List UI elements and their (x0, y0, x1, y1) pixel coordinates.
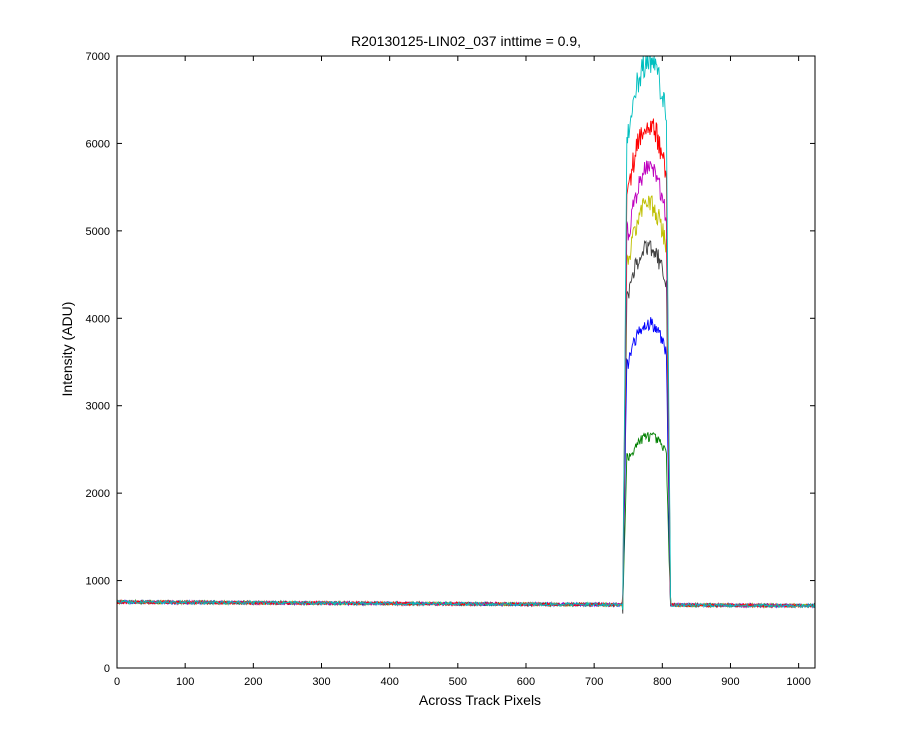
y-tick-label: 5000 (86, 226, 110, 238)
y-axis-title: Intensity (ADU) (59, 302, 75, 397)
x-tick-label: 400 (380, 676, 398, 688)
y-tick-label: 3000 (86, 401, 110, 413)
series-line (117, 56, 815, 610)
x-tick-label: 100 (176, 676, 194, 688)
x-tick-label: 500 (449, 676, 467, 688)
plot-frame (116, 55, 816, 669)
x-tick-label: 800 (653, 676, 671, 688)
y-tick-label: 2000 (86, 488, 110, 500)
y-tick-label: 6000 (86, 138, 110, 150)
plot-area (117, 56, 815, 668)
x-tick-label: 700 (585, 676, 603, 688)
x-tick-label: 600 (517, 676, 535, 688)
x-axis-title: Across Track Pixels (419, 692, 541, 708)
x-tick-label: 200 (244, 676, 262, 688)
y-tick-label: 7000 (86, 51, 110, 63)
x-tick-label: 0 (114, 676, 120, 688)
axis-layer: 0 100 200 300 400 500 600 700 800 900 1000 0 1000 200… (86, 51, 815, 688)
y-tick-label: 4000 (86, 313, 110, 325)
chart-title: R20130125-LIN02_037 inttime = 0.9, (351, 33, 581, 49)
x-tick-label: 900 (721, 676, 739, 688)
series-layer (117, 56, 815, 614)
x-tick-label: 1000 (786, 676, 810, 688)
y-tick-label: 1000 (86, 576, 110, 588)
x-tick-label: 300 (312, 676, 330, 688)
y-tick-label: 0 (104, 663, 110, 675)
series-line (117, 118, 815, 609)
